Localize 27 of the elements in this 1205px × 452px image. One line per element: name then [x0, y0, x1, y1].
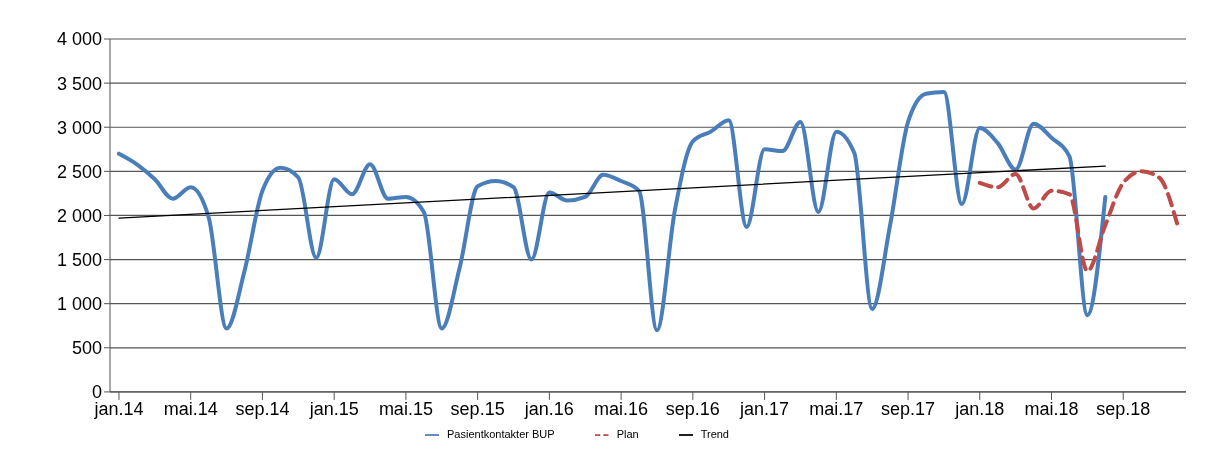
- y-tick-label: 2 500: [56, 161, 102, 182]
- x-tick-label: jan.15: [308, 398, 359, 419]
- y-tick-label: 3 500: [56, 73, 102, 94]
- legend-label: Pasientkontakter BUP: [447, 427, 555, 440]
- y-tick-label: 4 000: [56, 29, 102, 50]
- x-tick-label: jan.16: [523, 398, 574, 419]
- x-tick-label: mai.15: [378, 398, 433, 419]
- y-tick-label: 1 000: [56, 294, 102, 315]
- x-tick-label: jan.18: [954, 398, 1005, 419]
- legend-label: Plan: [616, 427, 639, 440]
- y-tick-label: 3 000: [56, 117, 102, 138]
- line-series: [116, 89, 1108, 333]
- x-tick-label: mai.18: [1024, 398, 1079, 419]
- x-tick-label: sep.17: [881, 398, 936, 419]
- x-tick-label: mai.17: [809, 398, 864, 419]
- line-series: [977, 169, 1180, 274]
- x-tick-label: sep.14: [235, 398, 290, 419]
- x-tick-label: mai.16: [594, 398, 649, 419]
- x-tick-label: jan.17: [739, 398, 790, 419]
- x-tick-label: sep.16: [665, 398, 720, 419]
- legend-label: Trend: [700, 427, 729, 440]
- x-tick-label: sep.15: [450, 398, 505, 419]
- x-tick-label: mai.14: [163, 398, 218, 419]
- y-tick-label: 2 000: [56, 205, 102, 226]
- x-tick-label: sep.18: [1096, 398, 1151, 419]
- y-tick-label: 1 500: [56, 249, 102, 270]
- y-tick-label: 500: [71, 338, 102, 359]
